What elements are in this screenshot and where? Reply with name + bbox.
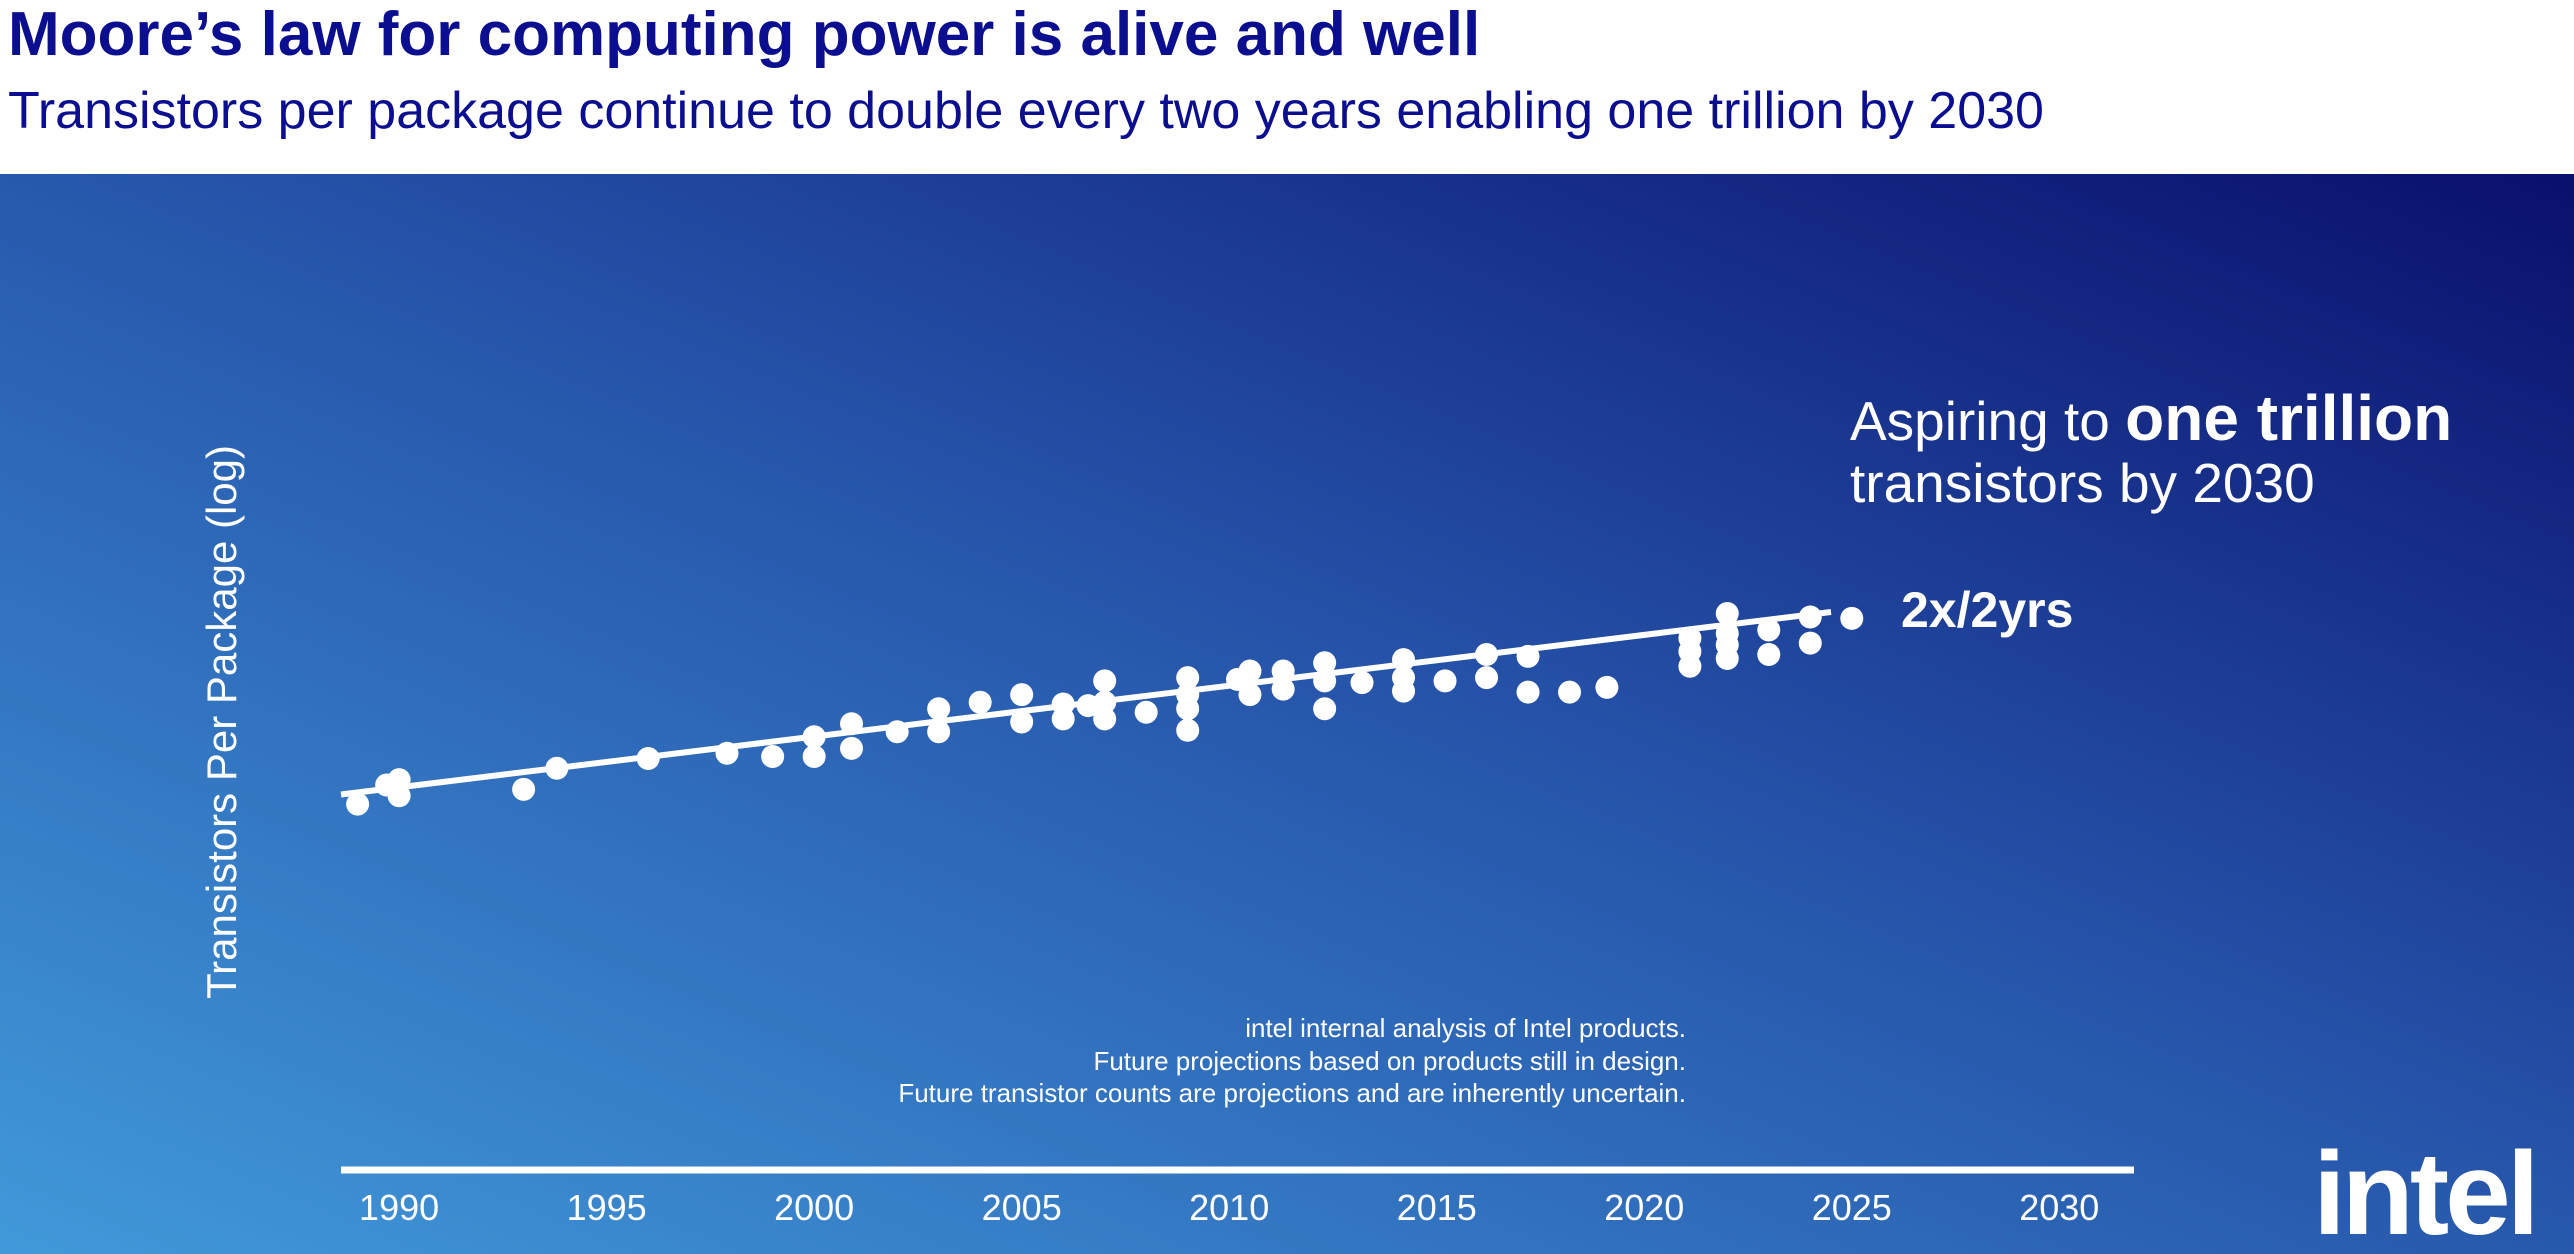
data-point [346, 792, 370, 816]
chart-title: Moore’s law for computing power is alive… [8, 0, 1480, 69]
chart-bg [0, 174, 2574, 1254]
data-point [512, 777, 536, 801]
x-tick-label: 2000 [774, 1187, 854, 1228]
data-point [1051, 707, 1075, 731]
data-point [1475, 666, 1499, 690]
data-point [1176, 666, 1200, 690]
data-point [1093, 707, 1117, 731]
trend-line [340, 609, 1832, 798]
data-point [1558, 680, 1582, 704]
data-point [1516, 680, 1540, 704]
y-axis-label: Transistors Per Package (log) [198, 445, 245, 999]
footnote: Future projections based on products sti… [1093, 1046, 1686, 1076]
data-point [1798, 631, 1822, 655]
logo: intel [2313, 1128, 2536, 1254]
chart-subtitle: Transistors per package continue to doub… [8, 82, 2044, 140]
data-point [1238, 659, 1262, 683]
footnote: intel internal analysis of Intel product… [1245, 1013, 1686, 1043]
data-point [1595, 675, 1619, 699]
data-point [1840, 606, 1864, 630]
data-point [1757, 643, 1781, 667]
annotation-emphasis: one trillion [2125, 382, 2452, 454]
data-point [968, 690, 992, 714]
x-tick-label: 2010 [1189, 1187, 1269, 1228]
data-point [1176, 697, 1200, 721]
x-tick-label: 2030 [2019, 1187, 2099, 1228]
x-tick-label: 1995 [567, 1187, 647, 1228]
annotation: Aspiring to one trillion [1850, 382, 2452, 454]
annotation-text: Aspiring to [1850, 390, 2125, 452]
data-point [927, 720, 951, 744]
data-point [840, 736, 864, 760]
x-tick-label: 2005 [982, 1187, 1062, 1228]
data-point [1271, 677, 1295, 701]
x-tick-label: 2020 [1604, 1187, 1684, 1228]
data-point [1176, 718, 1200, 742]
data-point [1313, 651, 1337, 675]
data-point [1757, 618, 1781, 642]
data-point [1093, 669, 1117, 693]
header-bg [0, 0, 2574, 174]
data-point [1715, 601, 1739, 625]
data-point [1313, 697, 1337, 721]
data-point [1010, 710, 1034, 734]
data-point [1678, 654, 1702, 678]
annotation-text: transistors by 2030 [1850, 452, 2315, 514]
x-tick-label: 1990 [359, 1187, 439, 1228]
data-point [1392, 679, 1416, 703]
footnote: Future transistor counts are projections… [898, 1078, 1686, 1108]
data-point [1433, 669, 1457, 693]
data-point [1010, 683, 1034, 707]
data-point [802, 745, 826, 769]
data-point [761, 745, 785, 769]
x-tick-label: 2025 [1812, 1187, 1892, 1228]
data-point [1715, 646, 1739, 670]
x-tick-label: 2015 [1397, 1187, 1477, 1228]
data-point [1134, 700, 1158, 724]
data-point [1238, 683, 1262, 707]
rate-label: 2x/2yrs [1901, 582, 2073, 638]
data-point [927, 697, 951, 721]
data-point [1350, 671, 1374, 695]
